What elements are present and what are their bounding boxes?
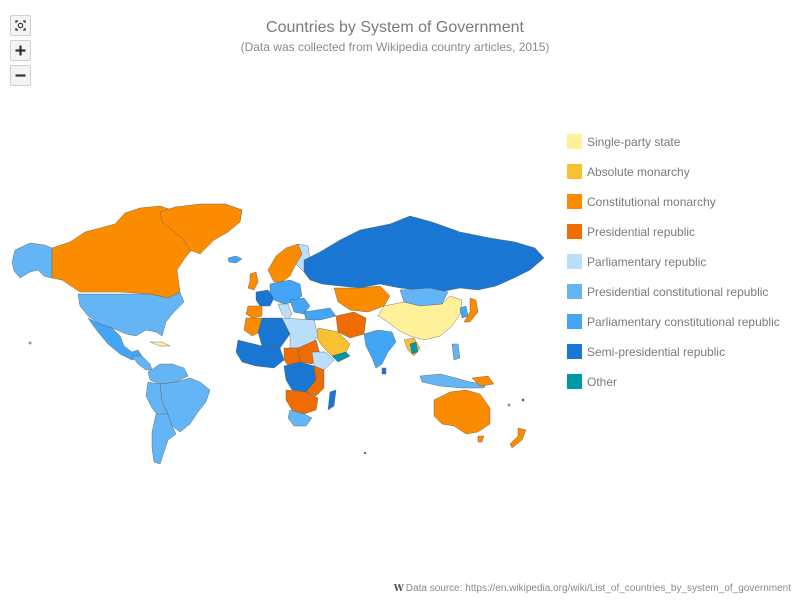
- country-yemen[interactable]: [331, 351, 351, 363]
- legend-swatch: [567, 254, 582, 269]
- country-iceland[interactable]: [227, 255, 243, 264]
- legend-item-single-party-state[interactable]: Single-party state: [566, 133, 796, 163]
- legend-swatch: [567, 344, 582, 359]
- legend-item-semi-presidential-republic[interactable]: Semi-presidential republic: [566, 343, 796, 373]
- fit-to-screen-icon: [15, 20, 26, 31]
- country-sri-lanka[interactable]: [381, 367, 387, 375]
- country-greenland[interactable]: [159, 203, 243, 255]
- zoom-controls: [10, 15, 31, 90]
- country-papua-new-guinea[interactable]: [471, 375, 495, 387]
- country-turkey[interactable]: [303, 307, 337, 321]
- legend-label: Constitutional monarchy: [587, 195, 716, 209]
- legend-label: Semi-presidential republic: [587, 345, 726, 359]
- country-philippines[interactable]: [451, 343, 461, 361]
- legend-item-constitutional-monarchy[interactable]: Constitutional monarchy: [566, 193, 796, 223]
- legend-swatch: [567, 194, 582, 209]
- wikipedia-icon: W: [393, 584, 404, 594]
- country-indonesia[interactable]: [419, 373, 487, 389]
- zoom-out-button[interactable]: [10, 65, 31, 86]
- country-france[interactable]: [255, 289, 275, 307]
- credits-link[interactable]: W Data source: https://en.wikipedia.org/w…: [394, 583, 791, 594]
- country-new-zealand[interactable]: [509, 427, 527, 449]
- country-china[interactable]: [377, 295, 463, 341]
- legend: Single-party state Absolute monarchy Con…: [566, 133, 796, 403]
- legend-label: Other: [587, 375, 618, 389]
- country-hawaii[interactable]: [28, 341, 32, 345]
- country-tasmania[interactable]: [477, 435, 485, 443]
- world-map[interactable]: [0, 195, 560, 475]
- country-kazakhstan[interactable]: [333, 285, 391, 313]
- country-japan[interactable]: [463, 297, 479, 323]
- country-east-africa[interactable]: [305, 365, 325, 397]
- legend-swatch: [567, 164, 582, 179]
- country-colombia[interactable]: [147, 363, 189, 385]
- reset-zoom-button[interactable]: [10, 15, 31, 36]
- legend-swatch: [567, 224, 582, 239]
- chart-subtitle: (Data was collected from Wikipedia count…: [240, 40, 550, 54]
- country-mexico[interactable]: [87, 317, 143, 361]
- country-balkans[interactable]: [289, 297, 311, 315]
- legend-item-absolute-monarchy[interactable]: Absolute monarchy: [566, 163, 796, 193]
- country-madagascar[interactable]: [327, 389, 337, 411]
- country-ethiopia[interactable]: [311, 351, 335, 371]
- country-australia[interactable]: [433, 389, 491, 435]
- legend-item-parliamentary-republic[interactable]: Parliamentary republic: [566, 253, 796, 283]
- country-russia[interactable]: [303, 215, 545, 293]
- plus-icon: [15, 45, 26, 56]
- chart-title: Countries by System of Government: [266, 19, 524, 36]
- country-fiji[interactable]: [507, 403, 511, 407]
- legend-swatch: [567, 134, 582, 149]
- country-central-america[interactable]: [131, 355, 153, 371]
- credits-text: Data source: https://en.wikipedia.org/wi…: [405, 583, 791, 594]
- country-india[interactable]: [363, 329, 397, 369]
- country-argentina[interactable]: [151, 413, 177, 465]
- country-south-africa[interactable]: [287, 409, 313, 427]
- country-cuba[interactable]: [149, 341, 171, 347]
- country-iran[interactable]: [335, 311, 367, 339]
- legend-swatch: [567, 284, 582, 299]
- legend-label: Single-party state: [587, 135, 681, 149]
- legend-label: Presidential constitutional republic: [587, 285, 769, 299]
- legend-label: Parliamentary constitutional republic: [587, 315, 780, 329]
- country-southern-africa[interactable]: [285, 389, 319, 415]
- legend-swatch: [567, 314, 582, 329]
- country-new-caledonia[interactable]: [521, 398, 525, 402]
- legend-item-presidential-republic[interactable]: Presidential republic: [566, 223, 796, 253]
- country-west-africa[interactable]: [235, 339, 285, 369]
- country-uk[interactable]: [247, 271, 259, 291]
- legend-label: Presidential republic: [587, 225, 696, 239]
- minus-icon: [15, 74, 26, 77]
- legend-swatch: [567, 374, 582, 389]
- country-spain[interactable]: [245, 305, 263, 319]
- country-italy[interactable]: [277, 303, 293, 321]
- legend-item-other[interactable]: Other: [566, 373, 796, 403]
- legend-label: Parliamentary republic: [587, 255, 707, 269]
- country-usa[interactable]: [77, 291, 185, 337]
- legend-item-presidential-constitutional-republic[interactable]: Presidential constitutional republic: [566, 283, 796, 313]
- country-vietnam[interactable]: [409, 341, 419, 355]
- legend-item-parliamentary-constitutional-republic[interactable]: Parliamentary constitutional republic: [566, 313, 796, 343]
- country-korea[interactable]: [459, 305, 469, 319]
- zoom-in-button[interactable]: [10, 40, 31, 61]
- country-alaska[interactable]: [11, 242, 53, 279]
- country-mauritius[interactable]: [363, 451, 367, 455]
- legend-label: Absolute monarchy: [587, 165, 690, 179]
